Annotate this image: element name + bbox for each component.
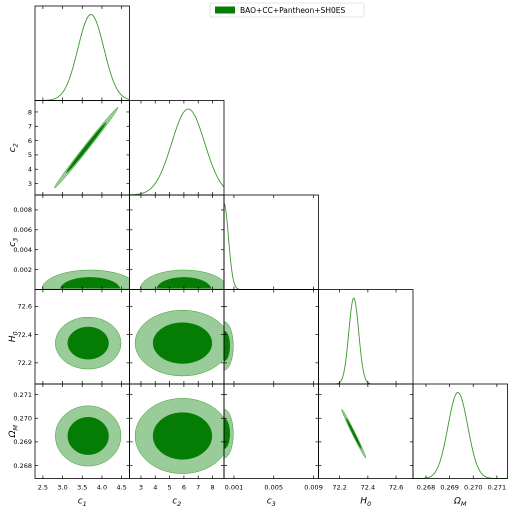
x-axis-label-c1: c1 [78,497,87,509]
legend-swatch [215,6,235,14]
contour-c3-OmegaM [224,409,234,459]
y-axis-label-c3: c3 [8,238,20,247]
x-axis-label-c3: c3 [267,497,276,509]
y-tick-label: 0.002 [13,266,32,274]
x-tick-label: 3 [139,484,143,492]
y-axis-label-OmegaM: ΩM [8,425,20,439]
contour-c1-c3 [41,269,130,289]
x-tick-label: 0.005 [264,484,283,492]
panel-frame-2-2 [223,194,319,290]
x-tick-label: 0.001 [225,484,244,492]
y-tick-label: 0.269 [13,438,32,446]
x-tick-label: 3.5 [77,484,87,492]
x-tick-label: 72.6 [389,484,403,492]
x-tick-label: 0.270 [464,484,483,492]
x-tick-label: 6 [182,484,186,492]
y-tick-label: 7 [28,123,32,131]
contour-68 [156,277,212,289]
contour-68 [67,417,109,455]
marginal-curve-OmegaM [413,392,508,479]
contour-68 [67,326,109,360]
x-tick-label: 72.2 [332,484,346,492]
panel-frame-3-2 [223,289,319,385]
x-tick-label: 2.5 [38,484,48,492]
x-tick-label: 0.271 [488,484,507,492]
x-tick-label: 4.5 [116,484,126,492]
y-tick-label: 4 [28,166,32,174]
y-axis-label-c2: c2 [8,143,20,152]
legend-box [209,2,365,18]
y-tick-label: 0.270 [13,415,32,423]
panel-frame-3-3 [318,289,414,385]
y-tick-label: 72.6 [18,303,32,311]
contour-c2-H0 [134,310,224,377]
contour-c1-c2 [54,107,119,189]
marginal-curve-c2 [129,108,225,196]
contour-68 [60,277,121,289]
y-tick-label: 8 [28,108,32,116]
contour-c2-c3 [139,269,224,289]
x-axis-label-c2: c2 [172,497,181,509]
panel-frame-1-1 [129,100,225,196]
x-tick-label: 0.269 [440,484,459,492]
panel-frame-4-4 [412,383,508,479]
x-tick-label: 0.268 [417,484,436,492]
y-tick-label: 3 [28,180,32,188]
panel-frame-1-0 [34,100,130,196]
x-tick-label: 8 [210,484,214,492]
contour-68 [346,418,362,449]
contour-c1-OmegaM [55,405,122,467]
contour-68 [66,122,107,174]
x-tick-label: 72.4 [361,484,375,492]
legend: BAO+CC+Pantheon+SH0ES [209,2,365,18]
contour-68 [224,418,230,449]
contour-H0-OmegaM [341,409,367,459]
y-tick-label: 0.008 [13,206,32,214]
x-tick-label: 3.0 [57,484,67,492]
y-tick-label: 6 [28,137,32,145]
contour-c1-H0 [55,316,122,370]
legend-entry: BAO+CC+Pantheon+SH0ES [240,6,345,15]
contour-68 [152,322,213,364]
x-tick-label: 4.0 [97,484,107,492]
y-tick-label: 72.2 [18,359,32,367]
y-tick-label: 5 [28,151,32,159]
marginal-curve-H0 [318,297,413,385]
y-tick-label: 0.006 [13,226,32,234]
panel-frame-4-2 [223,383,319,479]
contour-68 [224,330,230,362]
x-tick-label: 5 [168,484,172,492]
x-axis-label-H0: H0 [360,497,371,509]
marginal-curve-c3 [223,203,319,290]
x-tick-label: 0.009 [304,484,323,492]
y-tick-label: 0.004 [13,246,32,254]
panel-frame-4-3 [318,383,414,479]
x-tick-label: 7 [196,484,200,492]
y-tick-label: 72.4 [18,331,32,339]
x-axis-label-OmegaM: ΩM [453,497,467,509]
y-tick-label: 0.271 [13,391,32,399]
y-axis-label-H0: H0 [8,331,20,342]
y-tick-label: 0.268 [13,462,32,470]
contour-68 [152,412,213,460]
contour-c3-H0 [224,321,234,371]
contour-c2-OmegaM [134,398,224,474]
x-tick-label: 4 [153,484,157,492]
marginal-curve-c1 [35,14,130,101]
